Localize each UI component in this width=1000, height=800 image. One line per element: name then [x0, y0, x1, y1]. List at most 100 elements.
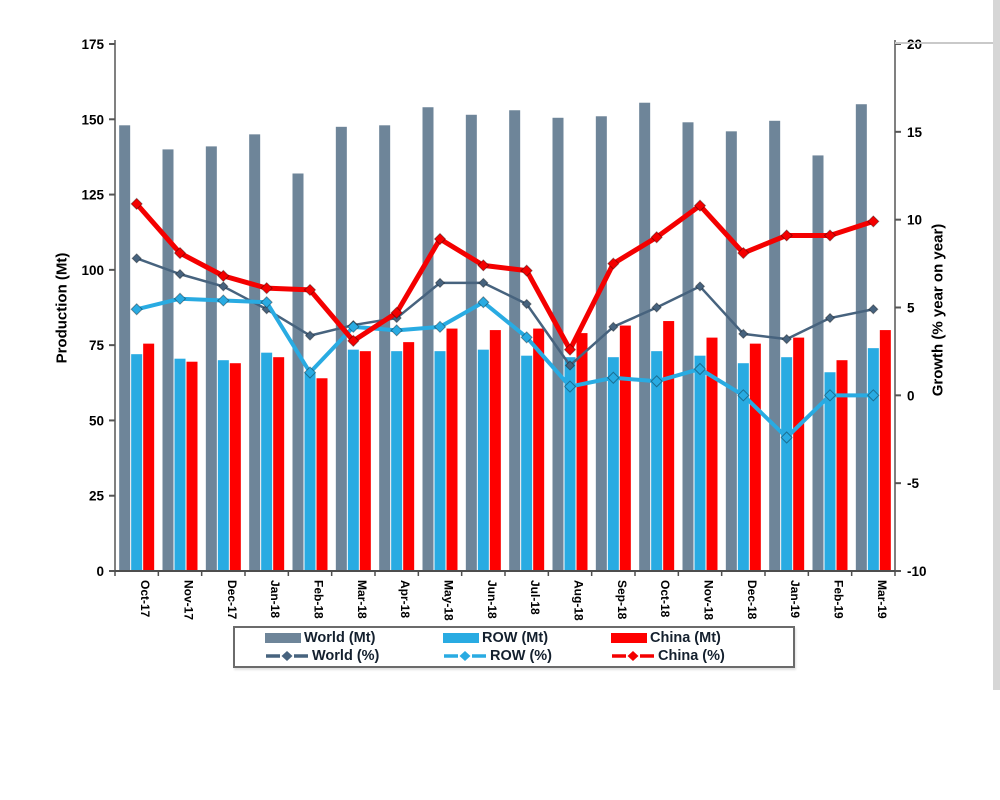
legend-bar-swatch [443, 633, 479, 643]
line-row-marker [867, 389, 880, 402]
line-world-marker [738, 328, 749, 340]
x-axis-label: Oct-17 [138, 580, 152, 618]
bar-world-mt [422, 107, 434, 572]
right-axis-tick-label: 10 [907, 213, 922, 228]
line-world-marker [781, 333, 792, 345]
bar-row-mt [651, 351, 663, 571]
line-china-marker [303, 283, 317, 297]
legend-line-swatch [612, 651, 654, 661]
legend-line-swatch [266, 651, 308, 661]
legend-row: World (Mt) ROW (Mt) China (Mt) [235, 630, 793, 646]
bar-row-mt [477, 349, 489, 571]
line-world-marker [131, 253, 142, 264]
line-china-marker [520, 264, 533, 277]
bar-world-mt [509, 110, 521, 571]
legend-label: ROW (%) [490, 648, 553, 664]
bar-world-mt [205, 146, 217, 572]
line-china-marker [607, 257, 620, 270]
line-china-marker [477, 259, 490, 272]
top-border-fragment [895, 42, 993, 44]
bar-china-mt [489, 330, 501, 571]
bar-row-mt [434, 351, 446, 571]
legend-bar-swatch [611, 633, 647, 643]
line-china-marker [823, 229, 837, 242]
x-axis-label: Sep-18 [615, 580, 629, 620]
left-axis-tick-label: 50 [89, 413, 104, 428]
bar-china-mt [749, 343, 761, 571]
x-axis-label: Jun-18 [485, 580, 499, 619]
right-axis-tick-label: -5 [907, 476, 919, 491]
bar-china-mt [706, 337, 718, 571]
bar-world-mt [379, 125, 391, 572]
line-row-marker [823, 389, 837, 402]
bar-china-mt [879, 330, 891, 571]
line-row-marker [737, 389, 750, 402]
line-world-marker [651, 302, 662, 313]
bar-world-mt [335, 126, 347, 572]
line-row-marker [130, 303, 143, 316]
x-axis-label: Dec-17 [225, 580, 239, 620]
line-china-marker [867, 215, 880, 228]
line-world-marker [521, 298, 532, 310]
bar-row-mt [521, 355, 533, 571]
right-axis-tick-label: 0 [907, 388, 915, 403]
line-row-marker [563, 380, 577, 393]
line-world-marker [564, 360, 576, 371]
bar-china-mt [663, 321, 675, 571]
line-row-marker [650, 375, 663, 388]
legend-label: China (Mt) [650, 630, 721, 646]
line-china-marker [650, 231, 663, 244]
bar-china-mt [186, 361, 198, 571]
bar-row-mt [564, 357, 576, 571]
left-axis-tick-label: 100 [81, 263, 104, 278]
bar-row-mt [347, 349, 359, 571]
line-china-marker [130, 197, 143, 211]
line-row-marker [477, 296, 490, 309]
line-row-marker [347, 320, 360, 334]
legend-item: ROW (Mt) [443, 630, 611, 646]
bar-china-mt [229, 363, 241, 571]
bar-row-mt [781, 357, 793, 571]
x-axis-label: May-18 [442, 580, 456, 621]
x-axis-label: Nov-18 [702, 580, 716, 620]
bar-world-mt [162, 149, 174, 571]
left-axis-title: Production (Mt) [53, 252, 71, 364]
line-world-marker [218, 281, 229, 292]
right-axis-tick-label: 15 [907, 125, 923, 140]
bar-row-mt [131, 354, 143, 571]
line-world [135, 257, 875, 367]
line-world-marker [608, 321, 619, 333]
legend-item: World (%) [265, 648, 443, 664]
right-axis-tick-label: -10 [907, 564, 927, 579]
left-axis-tick-label: 175 [81, 37, 104, 52]
bar-world-mt [769, 120, 781, 571]
bar-china-mt [533, 328, 545, 571]
bar-row-mt [824, 372, 836, 571]
left-axis-tick-label: 75 [89, 338, 105, 353]
left-axis-tick-label: 25 [89, 489, 105, 504]
legend-item: China (%) [611, 648, 761, 664]
bar-world-mt [725, 131, 737, 571]
line-row-marker [390, 324, 403, 337]
bar-china-mt [619, 325, 631, 571]
bar-row-mt [174, 358, 186, 571]
line-world-marker [824, 312, 836, 324]
x-axis-label: Apr-18 [398, 580, 412, 618]
bar-world-mt [249, 134, 261, 572]
line-china-marker [433, 232, 447, 246]
line-china-marker [693, 199, 707, 212]
left-axis-tick-label: 150 [81, 112, 104, 127]
bar-row-mt [261, 352, 273, 571]
legend-bar-swatch [265, 633, 301, 643]
bar-row-mt [391, 351, 403, 571]
line-china-marker [260, 281, 273, 295]
bar-row-mt [217, 360, 229, 571]
x-axis-label: Aug-18 [572, 580, 586, 621]
left-axis-tick-label: 0 [96, 564, 104, 579]
line-row [134, 296, 876, 440]
legend-label: ROW (Mt) [482, 630, 549, 646]
bar-world-mt [552, 117, 564, 571]
bar-china-mt [793, 337, 805, 571]
x-axis-label: Mar-18 [355, 580, 369, 619]
